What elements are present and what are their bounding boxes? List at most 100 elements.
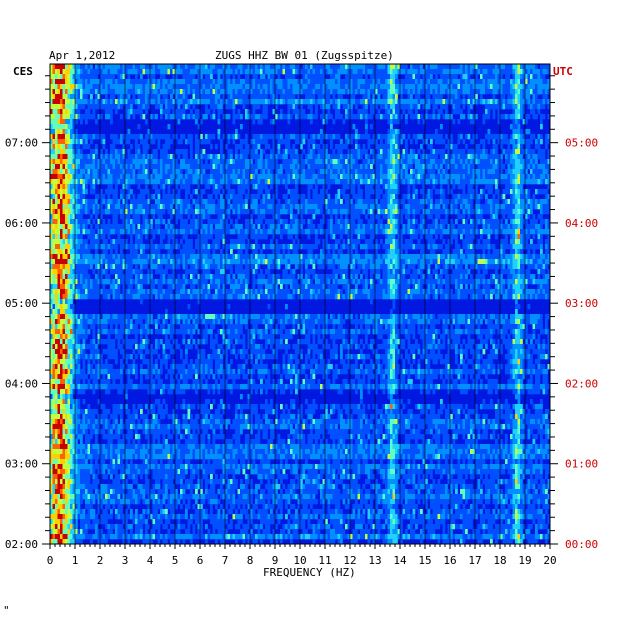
heatmap-cell bbox=[445, 89, 448, 95]
heatmap-cell bbox=[445, 109, 448, 115]
heatmap-cell bbox=[417, 89, 421, 95]
heatmap-cell bbox=[330, 114, 333, 120]
heatmap-cell bbox=[290, 104, 293, 110]
heatmap-cell bbox=[265, 179, 268, 185]
heatmap-cell bbox=[525, 169, 528, 175]
heatmap-cell bbox=[65, 79, 68, 85]
heatmap-cell bbox=[447, 84, 451, 90]
heatmap-cell bbox=[250, 149, 253, 155]
heatmap-cell bbox=[137, 169, 141, 175]
heatmap-cell bbox=[82, 184, 86, 190]
heatmap-cell bbox=[462, 104, 466, 110]
heatmap-cell bbox=[150, 179, 153, 185]
heatmap-cell bbox=[300, 89, 303, 95]
heatmap-cell bbox=[102, 169, 106, 175]
heatmap-cell bbox=[532, 194, 536, 200]
heatmap-cell bbox=[57, 124, 61, 130]
heatmap-cell bbox=[185, 154, 188, 160]
heatmap-cell bbox=[195, 114, 198, 120]
heatmap-cell bbox=[50, 189, 53, 195]
heatmap-cell bbox=[152, 209, 156, 215]
heatmap-cell bbox=[77, 64, 81, 70]
heatmap-cell bbox=[210, 94, 213, 100]
heatmap-cell bbox=[107, 69, 111, 75]
heatmap-cell bbox=[195, 204, 198, 210]
heatmap-cell bbox=[400, 199, 403, 205]
heatmap-cell bbox=[325, 209, 328, 215]
heatmap-cell bbox=[265, 99, 268, 105]
heatmap-cell bbox=[180, 79, 183, 85]
heatmap-cell bbox=[400, 139, 403, 145]
heatmap-cell bbox=[55, 144, 58, 150]
heatmap-cell bbox=[345, 179, 348, 185]
heatmap-cell bbox=[455, 179, 458, 185]
heatmap-cell bbox=[467, 189, 471, 195]
heatmap-cell bbox=[472, 139, 476, 145]
heatmap-cell bbox=[320, 199, 323, 205]
heatmap-cell bbox=[335, 69, 338, 75]
heatmap-cell bbox=[435, 219, 438, 225]
heatmap-cell bbox=[295, 79, 298, 85]
heatmap-cell bbox=[537, 149, 541, 155]
heatmap-cell bbox=[112, 169, 116, 175]
heatmap-cell bbox=[82, 169, 86, 175]
heatmap-cell bbox=[390, 134, 393, 140]
heatmap-cell bbox=[537, 109, 541, 115]
heatmap-cell bbox=[357, 219, 361, 225]
heatmap-cell bbox=[127, 149, 131, 155]
heatmap-cell bbox=[90, 184, 93, 190]
heatmap-cell bbox=[312, 144, 316, 150]
heatmap-cell bbox=[217, 169, 221, 175]
heatmap-cell bbox=[375, 189, 378, 195]
heatmap-cell bbox=[475, 209, 478, 215]
heatmap-cell bbox=[317, 84, 321, 90]
heatmap-cell bbox=[457, 139, 461, 145]
heatmap-cell bbox=[340, 154, 343, 160]
heatmap-cell bbox=[50, 69, 53, 75]
heatmap-cell bbox=[340, 89, 343, 95]
heatmap-cell bbox=[367, 184, 371, 190]
heatmap-cell bbox=[72, 129, 76, 135]
heatmap-cell bbox=[102, 174, 106, 180]
heatmap-cell bbox=[387, 89, 391, 95]
heatmap-cell bbox=[202, 154, 206, 160]
heatmap-cell bbox=[492, 174, 496, 180]
heatmap-cell bbox=[390, 169, 393, 175]
heatmap-cell bbox=[100, 209, 103, 215]
heatmap-cell bbox=[415, 89, 418, 95]
heatmap-cell bbox=[140, 159, 143, 165]
heatmap-cell bbox=[132, 94, 136, 100]
heatmap-cell bbox=[542, 74, 546, 80]
heatmap-cell bbox=[480, 69, 483, 75]
heatmap-cell bbox=[445, 114, 448, 120]
heatmap-cell bbox=[110, 184, 113, 190]
heatmap-cell bbox=[447, 209, 451, 215]
heatmap-cell bbox=[85, 199, 88, 205]
heatmap-cell bbox=[62, 144, 66, 150]
heatmap-cell bbox=[367, 79, 371, 85]
heatmap-cell bbox=[95, 74, 98, 80]
heatmap-cell bbox=[172, 169, 176, 175]
heatmap-cell bbox=[450, 204, 453, 210]
heatmap-cell bbox=[115, 194, 118, 200]
heatmap-cell bbox=[340, 214, 343, 220]
heatmap-cell bbox=[227, 149, 231, 155]
heatmap-cell bbox=[277, 219, 281, 225]
heatmap-cell bbox=[525, 94, 528, 100]
heatmap-cell bbox=[300, 69, 303, 75]
heatmap-cell bbox=[282, 204, 286, 210]
heatmap-cell bbox=[82, 219, 86, 225]
heatmap-cell bbox=[200, 204, 203, 210]
heatmap-cell bbox=[397, 179, 401, 185]
heatmap-cell bbox=[267, 69, 271, 75]
heatmap-cell bbox=[260, 179, 263, 185]
heatmap-cell bbox=[387, 194, 391, 200]
heatmap-cell bbox=[385, 164, 388, 170]
heatmap-cell bbox=[352, 84, 356, 90]
heatmap-cell bbox=[390, 69, 393, 75]
heatmap-cell bbox=[310, 79, 313, 85]
heatmap-cell bbox=[165, 174, 168, 180]
heatmap-cell bbox=[72, 199, 76, 205]
heatmap-cell bbox=[492, 144, 496, 150]
heatmap-cell bbox=[152, 99, 156, 105]
